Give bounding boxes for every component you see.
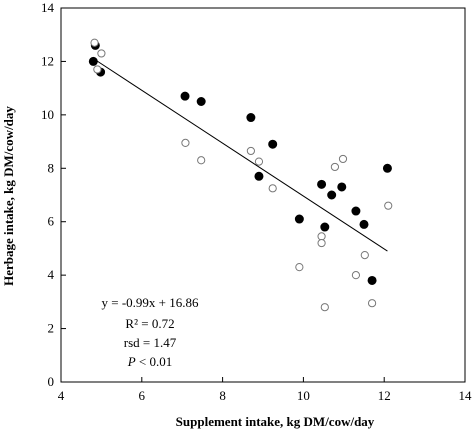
r-squared-label: R² = 0.72 [125, 316, 174, 331]
filled-data-point [351, 206, 361, 216]
x-tick-label: 4 [58, 388, 65, 403]
open-data-point [330, 162, 340, 172]
open-data-point [317, 232, 326, 241]
open-data-point [320, 303, 329, 312]
y-tick-label: 2 [48, 321, 55, 336]
x-tick-label: 12 [378, 388, 391, 403]
regression-line [95, 59, 388, 252]
x-tick-label: 14 [459, 388, 473, 403]
y-tick-label: 0 [48, 374, 55, 389]
open-data-point [351, 271, 361, 280]
open-data-point [97, 49, 106, 58]
y-tick-label: 6 [48, 214, 55, 229]
y-tick-label: 8 [48, 160, 55, 175]
filled-data-point [337, 182, 347, 192]
x-tick-label: 6 [139, 388, 146, 403]
filled-data-point [180, 91, 190, 101]
filled-data-point [317, 179, 327, 189]
rsd-label: rsd = 1.47 [124, 335, 177, 350]
filled-data-point [382, 163, 392, 173]
open-data-point [254, 157, 264, 166]
y-tick-label: 12 [41, 53, 54, 68]
x-axis-ticks: 4 6 8 10 12 14 [58, 377, 472, 403]
filled-data-point [359, 219, 369, 229]
filled-data-point [196, 97, 206, 106]
open-data-point [246, 146, 255, 156]
x-tick-label: 10 [297, 388, 310, 403]
equation-label: y = -0.99x + 16.86 [102, 295, 199, 310]
regression-line-group [95, 59, 388, 252]
stats-annotation: y = -0.99x + 16.86 R² = 0.72 rsd = 1.47 … [102, 295, 199, 369]
open-data-point [317, 238, 326, 248]
filled-data-point [88, 56, 98, 66]
x-tick-label: 8 [219, 388, 226, 403]
filled-data-point [367, 275, 377, 285]
plot-frame [60, 7, 466, 383]
filled-data-point [327, 190, 337, 200]
open-data-point [90, 38, 99, 47]
p-threshold: < 0.01 [136, 354, 173, 369]
filled-data-point [254, 171, 264, 181]
open-data-point [93, 65, 102, 74]
open-data-point [295, 263, 304, 272]
filled-data-point [320, 222, 330, 232]
y-tick-label: 4 [48, 267, 55, 282]
open-data-point [367, 299, 377, 308]
open-data-point [360, 251, 369, 260]
filled-data-point [246, 113, 256, 123]
y-axis-label: Herbage intake, kg DM/cow/day [1, 106, 16, 286]
x-axis-label: Supplement intake, kg DM/cow/day [176, 414, 375, 429]
p-value-label: P < 0.01 [127, 354, 173, 369]
filled-data-point [294, 214, 304, 224]
filled-data-point [268, 139, 278, 149]
p-symbol: P [127, 354, 136, 369]
open-data-point [384, 201, 393, 210]
open-data-point [268, 184, 277, 193]
open-data-point [181, 138, 190, 148]
y-tick-label: 14 [41, 0, 55, 15]
data-points [88, 38, 393, 312]
open-data-point [338, 154, 348, 164]
y-axis-ticks: 0 2 4 6 8 10 12 14 [41, 0, 66, 389]
y-tick-label: 10 [41, 107, 54, 122]
open-data-point [197, 156, 206, 165]
plot-border [60, 7, 466, 383]
